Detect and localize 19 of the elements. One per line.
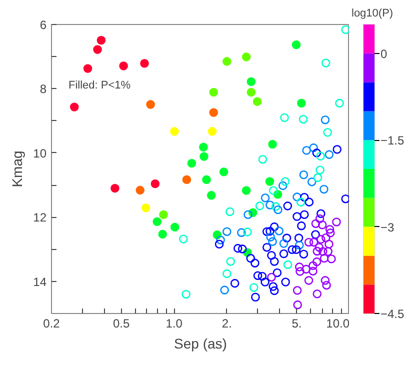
color-bar-title: log10(P)	[352, 8, 394, 20]
y-tick-label: 12	[33, 210, 47, 225]
y-tick-label: 10	[33, 146, 47, 160]
x-tick-label: 1.0	[166, 316, 183, 330]
x-tick-label: 5.	[292, 316, 302, 330]
x-tick-label: 0.2	[43, 316, 60, 330]
x-tick-label: 10.0	[326, 316, 350, 330]
y-tick-label: 6	[40, 18, 47, 32]
x-axis-title: Sep (as)	[174, 336, 227, 352]
color-bar-label: 0	[380, 46, 388, 61]
y-axis-title: Kmag	[9, 150, 26, 188]
annotation: Filled: P<1%	[68, 80, 131, 92]
y-tick-label: 8	[40, 82, 47, 96]
x-tick-label: 0.5	[112, 316, 130, 330]
color-bar-label: −3	[380, 220, 395, 234]
y-tick-label: 14	[33, 274, 47, 289]
color-bar-label: −4.5	[380, 307, 405, 321]
x-tick-label: 2.	[222, 316, 232, 330]
color-bar-label: −1.5	[380, 134, 405, 148]
